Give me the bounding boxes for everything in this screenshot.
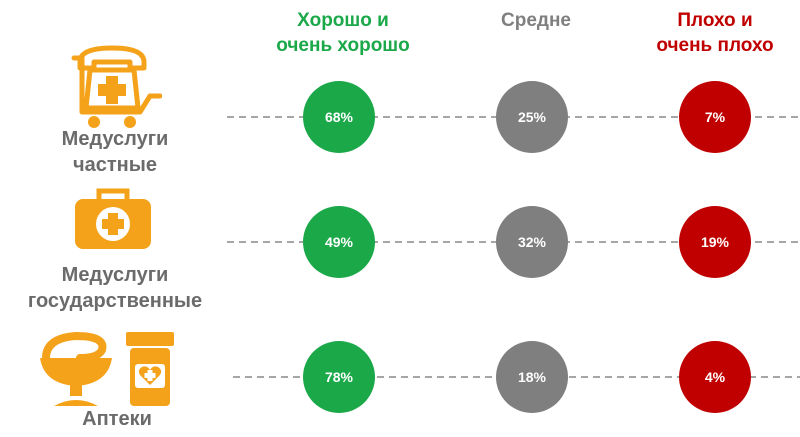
row-label-pharmacies: Аптеки [82, 408, 152, 430]
value-label-bad: 4% [705, 369, 726, 385]
value-label-good: 49% [325, 234, 354, 250]
value-circle-good [303, 81, 375, 153]
value-circle-average [496, 206, 568, 278]
value-label-bad: 7% [705, 109, 726, 125]
value-circle-bad [679, 341, 751, 413]
phone-cart-medical-icon [71, 45, 162, 128]
pill-bottle-icon [126, 332, 174, 406]
value-circle-bad [679, 81, 751, 153]
value-circle-average [496, 341, 568, 413]
value-label-good: 68% [325, 109, 354, 125]
value-circle-average [496, 81, 568, 153]
column-header-bad: Плохо и очень плохо [656, 10, 774, 56]
value-circle-good [303, 341, 375, 413]
value-circle-good [303, 206, 375, 278]
column-header-good: Хорошо и очень хорошо [276, 10, 410, 56]
value-label-good: 78% [325, 369, 354, 385]
row-label-private-medical: Медуслуги частные [61, 128, 169, 176]
row-label-public-medical: Медуслуги государственные [27, 264, 203, 312]
column-header-average: Средне [501, 10, 571, 31]
value-label-average: 32% [518, 234, 547, 250]
pharmacy-bowl-icon [40, 331, 112, 406]
value-label-average: 18% [518, 369, 547, 385]
value-label-average: 25% [518, 109, 547, 125]
value-label-bad: 19% [701, 234, 730, 250]
first-aid-kit-icon [75, 188, 151, 249]
value-circle-bad [679, 206, 751, 278]
